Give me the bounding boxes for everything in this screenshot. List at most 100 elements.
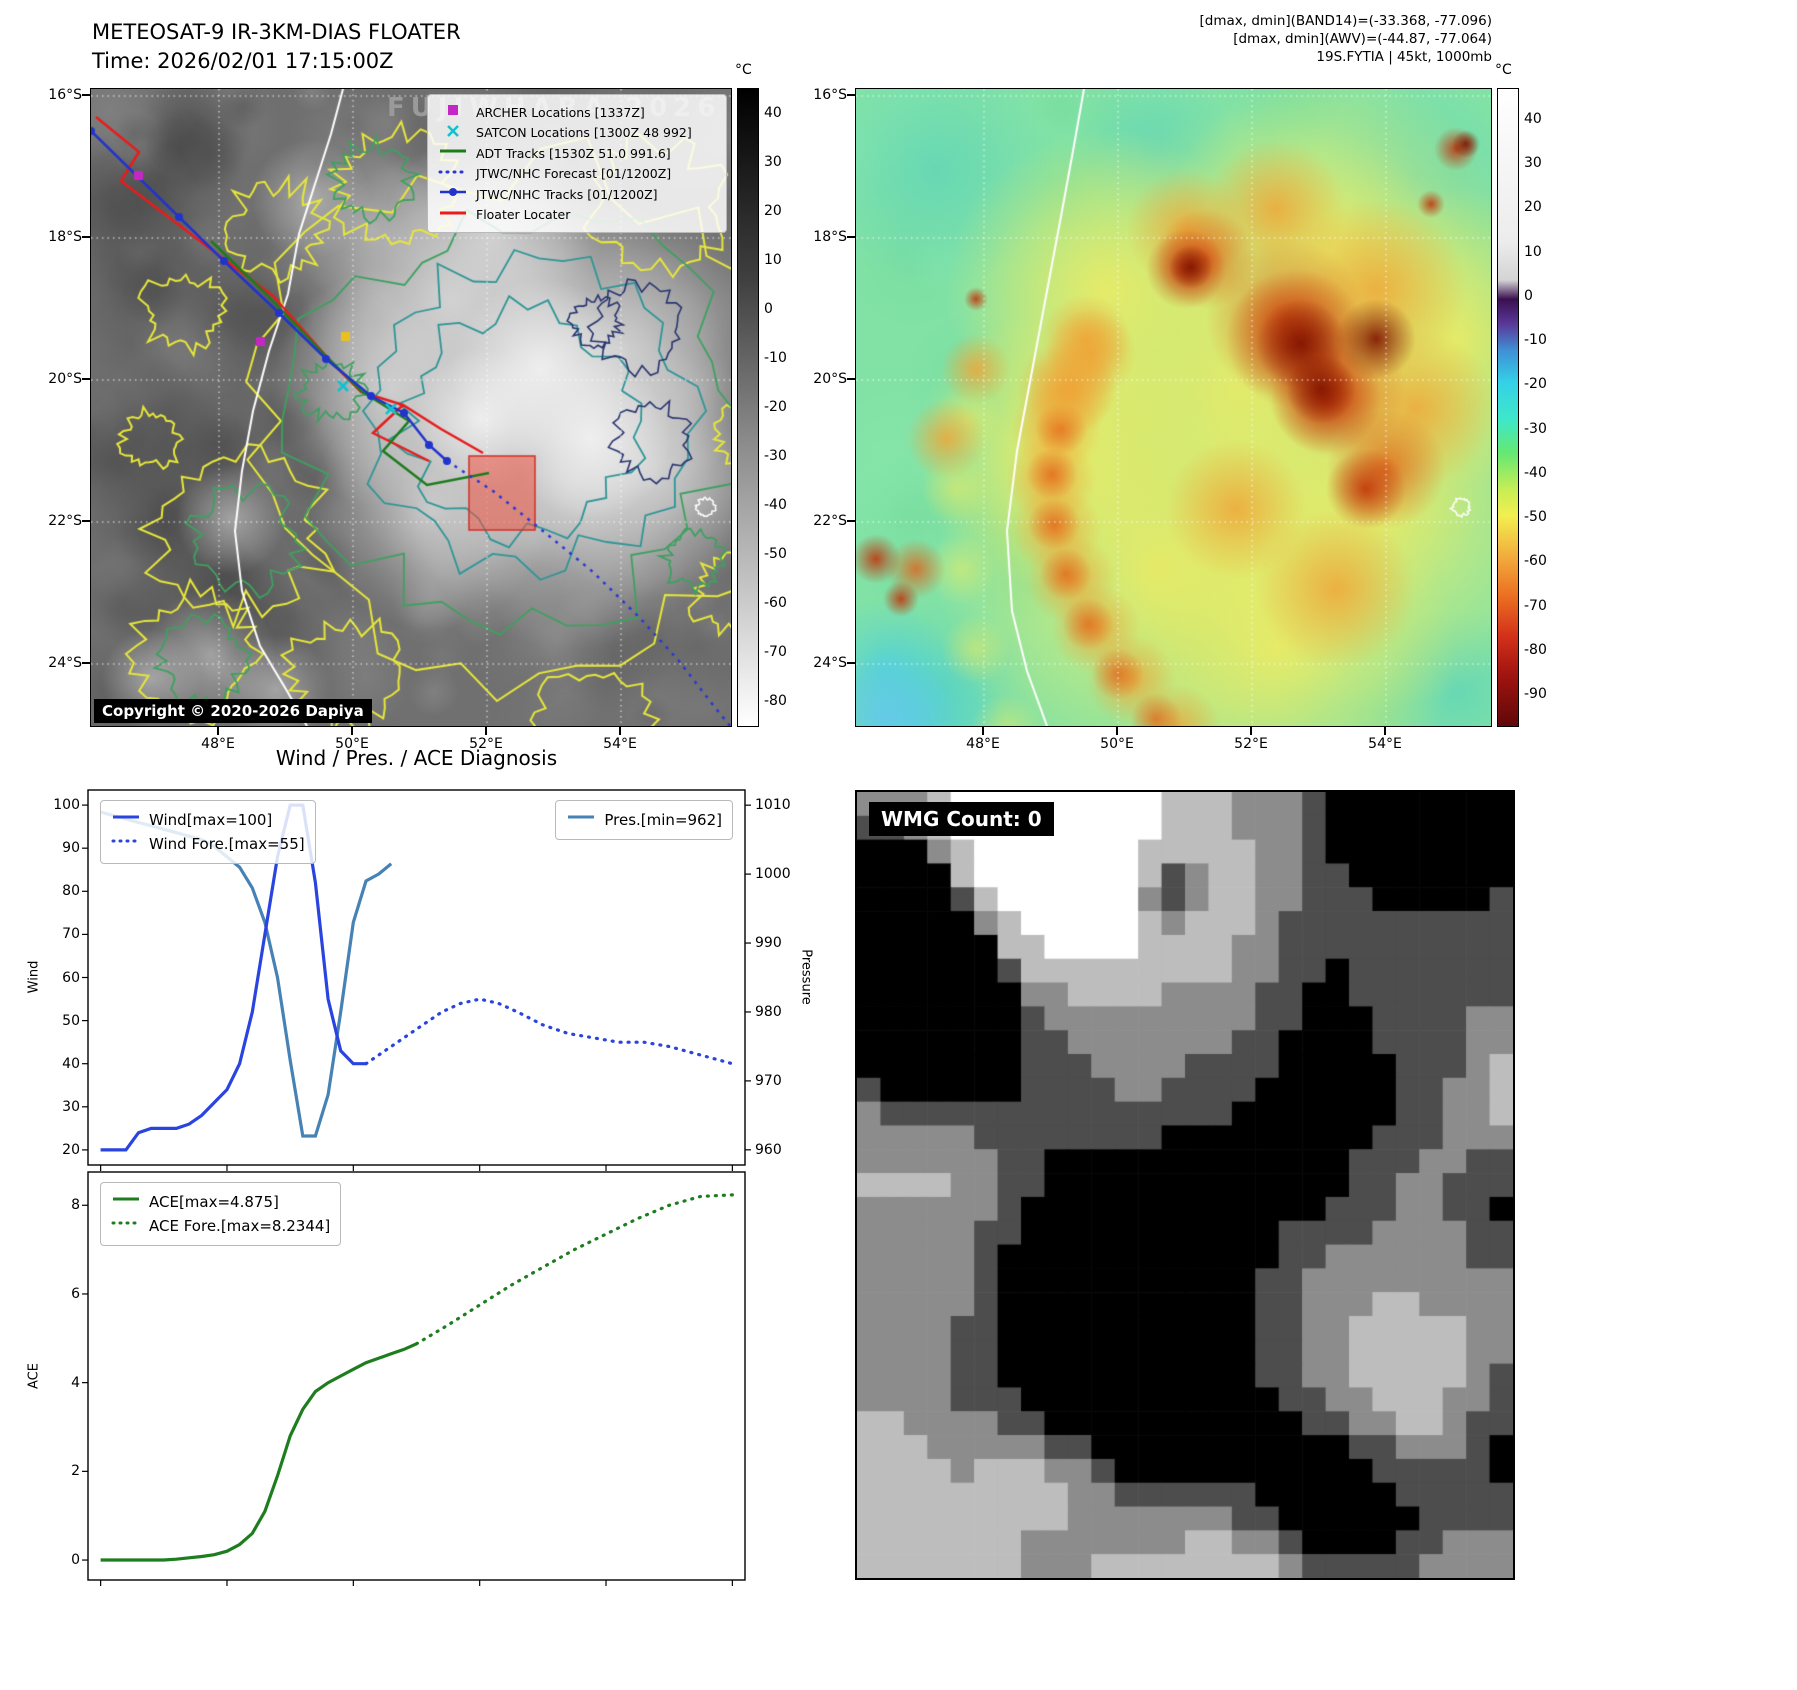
ace-chart (82, 1171, 746, 1586)
pressure-ytick-label: 970 (755, 1072, 782, 1089)
colorbar-tick-label: 0 (1524, 287, 1533, 304)
axis-tick-mark (82, 236, 90, 238)
legend-marker-square-icon (438, 102, 468, 123)
colorbar-tick-label: 10 (1524, 243, 1542, 260)
colorbar-tick-label: -10 (1524, 332, 1547, 349)
ir-color-satellite-image (856, 89, 1491, 726)
lon-tick-label: 52°E (469, 736, 503, 752)
colorbar-tick-label: 20 (1524, 199, 1542, 216)
colorbar-tick-label: -70 (1524, 597, 1547, 614)
legend-label: Pres.[min=962] (604, 811, 722, 829)
wind-ytick-label: 100 (53, 797, 80, 814)
axis-tick-mark (217, 727, 219, 735)
ir-color-colorbar (1497, 88, 1519, 727)
colorbar-tick-label: -60 (1524, 553, 1547, 570)
pressure-ytick-label: 980 (755, 1003, 782, 1020)
lat-tick-label: 22°S (48, 513, 82, 529)
colorbar-tick-label: 40 (764, 104, 782, 121)
legend-item: Wind[max=100] (111, 808, 305, 832)
pressure-ytick-label: 1000 (755, 866, 791, 883)
ir-gray-time: Time: 2026/02/01 17:15:00Z (92, 49, 394, 73)
legend-item: ACE[max=4.875] (111, 1190, 330, 1214)
legend-marker-line-icon (111, 1190, 141, 1214)
ir-color-header: [dmax, dmin](BAND14)=(-33.368, -77.096) … (1100, 12, 1492, 66)
axis-tick-mark (1116, 727, 1118, 735)
wmg-grid-image (857, 792, 1513, 1578)
legend-label: SATCON Locations [1300Z 48 992] (476, 125, 692, 140)
pressure-axis-label: Pressure (798, 949, 814, 1005)
dmax-dmin-awv: [dmax, dmin](AWV)=(-44.87, -77.064) (1233, 31, 1492, 47)
map-legend: ARCHER Locations [1337Z] SATCON Locations… (427, 94, 727, 233)
axis-tick-mark (82, 520, 90, 522)
ace-ytick-label: 2 (71, 1463, 80, 1480)
axis-tick-mark (82, 662, 90, 664)
pressure-ytick-label: 1010 (755, 797, 791, 814)
legend-item: Floater Locater (438, 205, 716, 226)
axis-tick-mark (847, 94, 855, 96)
lat-tick-label: 16°S (48, 87, 82, 103)
legend-marker-line-icon (566, 808, 596, 832)
chart-legend: ACE[max=4.875] ACE Fore.[max=8.2344] (100, 1182, 342, 1246)
colorbar-tick-label: -60 (764, 594, 787, 611)
legend-marker-line-dot-icon (438, 184, 468, 205)
wind-ytick-label: 90 (62, 840, 80, 857)
legend-label: Wind Fore.[max=55] (149, 835, 305, 853)
lon-tick-label: 54°E (603, 736, 637, 752)
pressure-ytick-label: 960 (755, 1141, 782, 1158)
copyright-banner: Copyright © 2020-2026 Dapiya (94, 699, 372, 723)
colorbar-tick-label: -80 (764, 692, 787, 709)
colorbar-tick-label: 0 (764, 300, 773, 317)
legend-label: ACE[max=4.875] (149, 1193, 279, 1211)
legend-item: JTWC/NHC Tracks [01/1200Z] (438, 184, 716, 205)
lat-tick-label: 24°S (48, 655, 82, 671)
ace-ytick-label: 4 (71, 1374, 80, 1391)
ace-ytick-label: 6 (71, 1285, 80, 1302)
axis-tick-mark (847, 520, 855, 522)
legend-label: Floater Locater (476, 207, 571, 222)
colorbar-tick-label: -10 (764, 349, 787, 366)
colorbar-tick-label: -20 (1524, 376, 1547, 393)
legend-label: JTWC/NHC Tracks [01/1200Z] (476, 186, 658, 202)
lat-tick-label: 18°S (813, 229, 847, 245)
colorbar-tick-label: -40 (1524, 464, 1547, 481)
colorbar-unit-right: °C (1495, 62, 1512, 78)
colorbar-tick-label: -80 (1524, 641, 1547, 658)
colorbar-tick-label: 20 (764, 202, 782, 219)
wind-ytick-label: 60 (62, 969, 80, 986)
wind-ytick-label: 30 (62, 1098, 80, 1115)
colorbar-tick-label: -50 (1524, 509, 1547, 526)
legend-item: ACE Fore.[max=8.2344] (111, 1214, 330, 1238)
colorbar-tick-label: -50 (764, 545, 787, 562)
legend-marker-line-icon (438, 143, 468, 164)
colorbar-tick-label: -70 (764, 643, 787, 660)
wind-ytick-label: 70 (62, 926, 80, 943)
lon-tick-label: 54°E (1368, 736, 1402, 752)
colorbar-tick-label: 10 (764, 251, 782, 268)
legend-label: Wind[max=100] (149, 811, 273, 829)
legend-item: JTWC/NHC Forecast [01/1200Z] (438, 164, 716, 185)
legend-marker-line-icon (438, 205, 468, 226)
wmg-count-badge: WMG Count: 0 (869, 802, 1054, 836)
lon-tick-label: 52°E (1234, 736, 1268, 752)
colorbar-tick-label: -30 (764, 447, 787, 464)
colorbar-tick-label: 30 (764, 153, 782, 170)
legend-item: Pres.[min=962] (566, 808, 722, 832)
lat-tick-label: 20°S (48, 371, 82, 387)
axis-tick-mark (1384, 727, 1386, 735)
legend-marker-x-icon (438, 123, 468, 144)
pressure-ytick-label: 990 (755, 935, 782, 952)
axis-tick-mark (847, 662, 855, 664)
wind-ytick-label: 50 (62, 1012, 80, 1029)
legend-label: ACE Fore.[max=8.2344] (149, 1217, 331, 1235)
wind-ytick-label: 40 (62, 1055, 80, 1072)
ace-ytick-label: 0 (71, 1552, 80, 1569)
legend-marker-dotted-icon (111, 1214, 141, 1238)
legend-item: ADT Tracks [1530Z 51.0 991.6] (438, 143, 716, 164)
ir-gray-colorbar (737, 88, 759, 727)
ir-gray-map: FUJIWHARA 2026 ARCHER Locations [1337Z]S… (90, 88, 732, 727)
chart-legend: Wind[max=100] Wind Fore.[max=55] (100, 800, 316, 864)
legend-marker-line-icon (111, 808, 141, 832)
legend-label: ADT Tracks [1530Z 51.0 991.6] (476, 145, 671, 161)
axis-tick-mark (847, 378, 855, 380)
